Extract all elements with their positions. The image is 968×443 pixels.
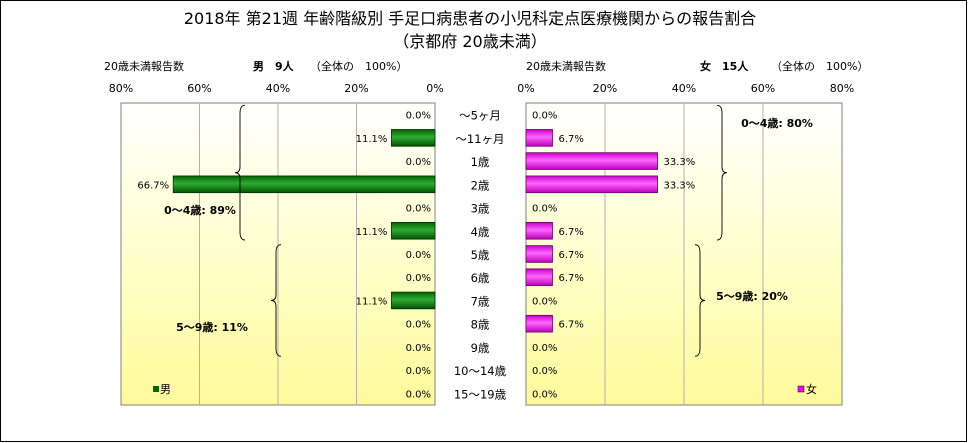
male-group-label: 0～4歳: 89% [164,203,236,217]
male-value-label: 11.1% [356,134,388,145]
male-value-label: 0.0% [406,366,431,377]
male-bar [391,291,436,310]
female-x-tick: 60% [751,82,775,95]
female-group-label: 5～9歳: 20% [716,289,788,303]
female-bar [525,129,553,147]
male-x-tick: 0% [426,82,443,95]
bars: 0.0% 0.0% 11.1% 6.7% 0.0% 33.3% 66.7% 33.3% 0.0%… [137,111,695,401]
age-category-label: 6歳 [471,271,490,285]
male-value-label: 0.0% [406,389,431,400]
male-value-label: 66.7% [137,180,169,191]
female-header-count: 女 15人 [700,59,749,73]
female-value-label: 6.7% [558,273,583,284]
male-bar [391,222,436,240]
female-legend-swatch [797,385,805,393]
female-group-bracket [694,244,706,357]
male-group-label: 5～9歳: 11% [176,320,248,334]
male-bar [172,175,436,194]
female-bar [525,314,553,333]
female-value-label: 0.0% [532,296,557,307]
male-value-label: 0.0% [406,320,431,331]
age-category-label: 1歳 [471,155,490,169]
age-category-label: 5歳 [471,248,490,262]
female-value-label: 33.3% [664,180,696,191]
female-value-label: 6.7% [558,227,583,238]
age-category-label: 9歳 [471,341,490,355]
male-value-label: 0.0% [406,250,431,261]
category-labels: ～5ヶ月 ～11ヶ月 1歳 2歳 3歳 4歳 5歳 6歳 7歳 8歳 9歳 10～14歳 15～19歳 [454,109,507,402]
female-value-label: 6.7% [558,320,583,331]
chart-title: 2018年 第21週 年齢階級別 手足口病患者の小児科定点医療機関からの報告割合 [184,9,756,28]
female-value-label: 33.3% [664,157,696,168]
age-category-label: 2歳 [471,178,490,192]
female-bar [525,245,553,263]
female-value-label: 0.0% [532,111,557,122]
female-value-label: 0.0% [532,204,557,215]
female-bar [525,152,658,170]
male-legend-label: 男 [160,383,171,396]
male-x-tick: 40% [266,82,290,95]
male-value-label: 0.0% [406,273,431,284]
female-bar [525,222,553,240]
gridlines [199,103,764,405]
female-header-label: 20歳未満報告数 [526,60,606,73]
female-group-label: 0～4歳: 80% [741,116,813,130]
male-group-bracket [270,244,282,357]
male-value-label: 0.0% [406,343,431,354]
age-category-label: ～11ヶ月 [455,132,504,146]
male-header-count: 男 9人 [253,59,295,73]
female-header-total: （全体の 100%） [771,59,868,73]
male-value-label: 0.0% [406,204,431,215]
female-bar [525,175,658,194]
male-x-tick: 20% [344,82,368,95]
age-category-label: 15～19歳 [454,387,507,401]
age-category-label: 4歳 [471,225,490,239]
male-value-label: 0.0% [406,111,431,122]
male-legend-swatch [153,386,159,392]
age-category-label: 3歳 [471,202,490,216]
female-value-label: 0.0% [532,389,557,400]
female-value-label: 6.7% [558,250,583,261]
male-value-label: 11.1% [356,296,388,307]
age-category-label: ～5ヶ月 [459,109,501,123]
male-value-label: 0.0% [406,157,431,168]
male-value-label: 11.1% [356,227,388,238]
male-header-label: 20歳未満報告数 [104,60,184,73]
female-value-label: 0.0% [532,366,557,377]
male-x-tick: 80% [109,82,133,95]
male-x-tick: 60% [187,82,211,95]
male-group-bracket [234,104,246,241]
female-x-tick: 0% [517,82,534,95]
female-value-label: 0.0% [532,343,557,354]
female-bar [525,268,553,286]
female-x-tick: 80% [830,82,854,95]
chart-subtitle: （京都府 20歳未満） [393,32,546,51]
female-x-tick: 40% [672,82,696,95]
age-group-brackets: 0～4歳: 89% 5～9歳: 11% 0～4歳: 80% 5～9歳: 20% [164,104,813,357]
female-value-label: 6.7% [558,134,583,145]
x-axis-ticks: 80% 60% 40% 20% 0% 0% 20% 40% 60% 80% [109,82,854,95]
male-header-total: （全体の 100%） [310,59,407,73]
age-category-label: 7歳 [471,294,490,308]
male-bar [391,129,436,147]
female-group-bracket [716,104,728,241]
age-category-label: 8歳 [471,318,490,332]
female-x-tick: 20% [593,82,617,95]
female-legend-label: 女 [806,382,817,396]
age-category-label: 10～14歳 [454,364,507,378]
